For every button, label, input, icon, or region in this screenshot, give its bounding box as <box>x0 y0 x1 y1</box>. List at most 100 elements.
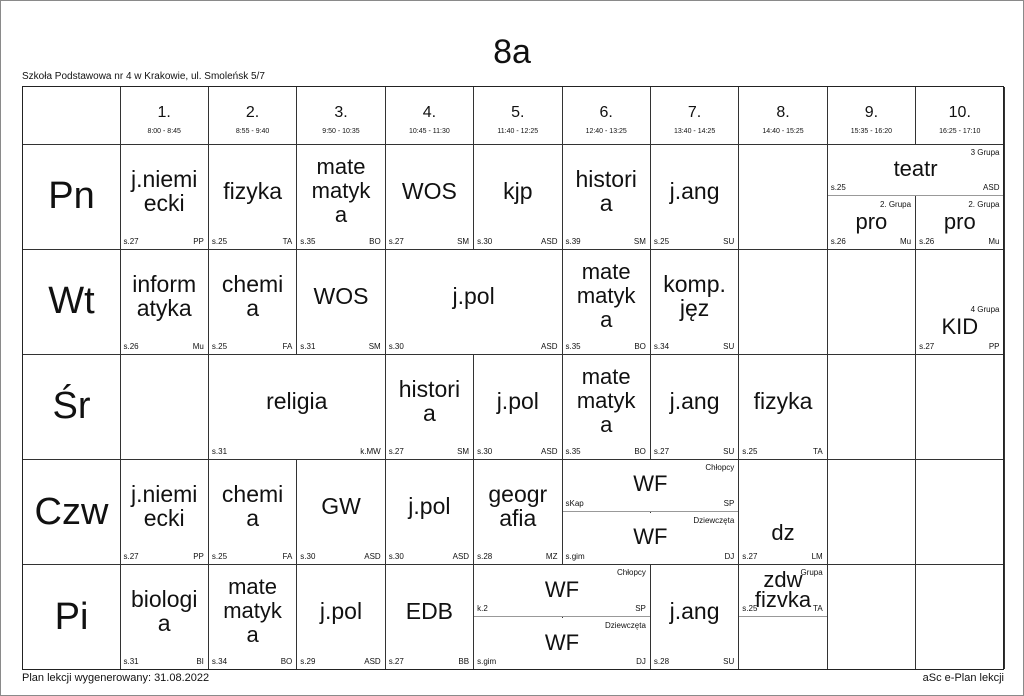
lesson-subject: geogr afia <box>488 481 548 532</box>
grid-line-vertical <box>473 87 475 669</box>
lesson-teacher: ASD <box>541 236 558 246</box>
lesson-group: 3 Grupa <box>970 147 1000 157</box>
lesson-subject: j.pol <box>319 598 363 625</box>
grid-line-vertical <box>384 87 386 669</box>
period-number: 9. <box>864 104 879 121</box>
lesson-cell: mate matyk a s.35 BO <box>297 144 385 249</box>
lesson-room: s.35 <box>300 236 316 246</box>
lesson-subject: religia <box>266 387 328 414</box>
lesson-room: s.27 <box>388 447 404 457</box>
lesson-room: s.34 <box>653 341 670 351</box>
lesson-room: s.26 <box>919 236 935 246</box>
lesson-group: Chłopcy <box>616 568 646 578</box>
lesson-cell: KID s.27 PP 4 Grupa <box>916 302 1004 354</box>
lesson-cell: mate matyk a s.34 BO <box>208 565 297 670</box>
lesson-cell: WF k.2 SP Chłopcy <box>474 565 650 617</box>
lesson-room: s.29 <box>300 657 316 667</box>
lesson-teacher: SM <box>457 447 470 457</box>
period-header: 8. 14:40 - 15:25 <box>739 87 827 144</box>
period-time: 15:35 - 16:20 <box>850 128 893 135</box>
lesson-room: s.27 <box>653 447 670 457</box>
lesson-subject: j.niemi ecki <box>130 481 198 532</box>
period-time: 8:55 - 9:40 <box>235 128 270 135</box>
lesson-subject: inform atyka <box>132 270 197 321</box>
period-header: 6. 12:40 - 13:25 <box>562 87 650 144</box>
lesson-teacher: PP <box>988 341 1000 351</box>
lesson-cell: j.niemi ecki s.27 PP <box>120 460 208 565</box>
lesson-cell: GW s.30 ASD <box>297 460 385 565</box>
lesson-cell: pro s.26 Mu 2. Grupa <box>916 197 1004 249</box>
lesson-subject: WF <box>633 471 668 497</box>
lesson-room: s.25 <box>830 183 846 193</box>
lesson-room: s.39 <box>565 236 581 246</box>
period-time: 9:50 - 10:35 <box>322 128 360 135</box>
lesson-cell: chemi a s.25 FA <box>208 460 297 565</box>
lesson-cell: dz s.27 LM <box>739 512 827 565</box>
period-number: 8. <box>776 104 790 121</box>
lesson-cell: j.pol s.30 ASD <box>385 249 562 354</box>
lesson-subject: fizyka <box>753 387 813 414</box>
lesson-room: s.25 <box>742 603 758 613</box>
lesson-subject: histori a <box>575 165 637 216</box>
lesson-subject: j.pol <box>452 282 495 309</box>
lesson-teacher: ASD <box>541 341 558 351</box>
lesson-cell: pro s.26 Mu 2. Grupa <box>827 197 916 249</box>
period-number: 2. <box>245 104 260 121</box>
lesson-group: Dziewczęta <box>693 515 735 525</box>
lesson-subject: WOS <box>313 282 369 309</box>
grid-line-vertical <box>207 87 209 669</box>
lesson-room: s.26 <box>123 341 139 351</box>
school-name: Szkoła Podstawowa nr 4 w Krakowie, ul. S… <box>22 71 265 82</box>
lesson-cell: inform atyka s.26 Mu <box>120 249 208 354</box>
lesson-group: 2. Grupa <box>879 200 912 210</box>
lesson-teacher: LM <box>811 552 823 562</box>
lesson-teacher: FA <box>282 552 293 562</box>
lesson-subject: fizyka <box>223 177 282 204</box>
lesson-room: s.25 <box>653 236 670 246</box>
timetable-grid: 1. 8:00 - 8:45 2. 8:55 - 9:40 3. 9:50 - 10:35… <box>22 86 1005 670</box>
lesson-room: s.30 <box>477 447 493 457</box>
period-time: 14:40 - 15:25 <box>762 128 804 135</box>
lesson-cell: j.ang s.25 SU <box>650 144 739 249</box>
grid-line-horizontal <box>23 459 1003 461</box>
lesson-cell: histori a s.39 SM <box>562 144 650 249</box>
grid-line-vertical <box>826 87 828 669</box>
lesson-subject: j.ang <box>669 387 720 414</box>
lesson-teacher: BO <box>280 657 293 667</box>
lesson-subject: mate matyk a <box>223 574 282 648</box>
grid-line-horizontal <box>23 564 1003 566</box>
period-header: 5. 11:40 - 12:25 <box>474 87 562 144</box>
lesson-subject: GW <box>321 493 361 520</box>
lesson-teacher: SM <box>633 236 646 246</box>
lesson-room: s.27 <box>123 236 139 246</box>
lesson-cell: j.ang s.27 SU <box>650 354 739 460</box>
lesson-subject: j.pol <box>496 387 539 414</box>
period-time: 8:00 - 8:45 <box>147 128 181 135</box>
lesson-subject: dz <box>771 520 795 546</box>
lesson-cell: mate matyk a s.35 BO <box>562 249 650 354</box>
lesson-subject: mate matyk a <box>576 258 636 332</box>
lesson-cell: fizyka s.25 TA <box>739 354 827 460</box>
lesson-cell: EDB s.27 BB <box>385 565 474 670</box>
lesson-teacher: PP <box>193 236 204 246</box>
lesson-teacher: TA <box>282 236 293 246</box>
grid-line-vertical <box>1003 87 1005 669</box>
period-header: 7. 13:40 - 14:25 <box>650 87 738 144</box>
period-number: 10. <box>948 104 971 121</box>
lesson-cell: j.pol s.29 ASD <box>297 565 385 670</box>
period-number: 7. <box>687 104 702 121</box>
grid-line-vertical <box>649 87 651 669</box>
lesson-subject: biologi a <box>130 586 198 637</box>
period-number: 1. <box>157 104 171 121</box>
lesson-room: s.27 <box>388 236 404 246</box>
lesson-room: s.27 <box>123 552 139 562</box>
lesson-room: s.30 <box>388 341 404 351</box>
lesson-room: s.27 <box>919 341 935 351</box>
lesson-subject: teatr <box>893 155 938 181</box>
day-label: Śr <box>52 385 91 428</box>
lesson-room: s.34 <box>211 657 228 667</box>
timetable-cells: 1. 8:00 - 8:45 2. 8:55 - 9:40 3. 9:50 - 10:35… <box>23 87 1005 670</box>
period-header: 10. 16:25 - 17:10 <box>916 87 1004 144</box>
lesson-room: s.25 <box>211 552 228 562</box>
lesson-group: 4 Grupa <box>970 305 1000 315</box>
